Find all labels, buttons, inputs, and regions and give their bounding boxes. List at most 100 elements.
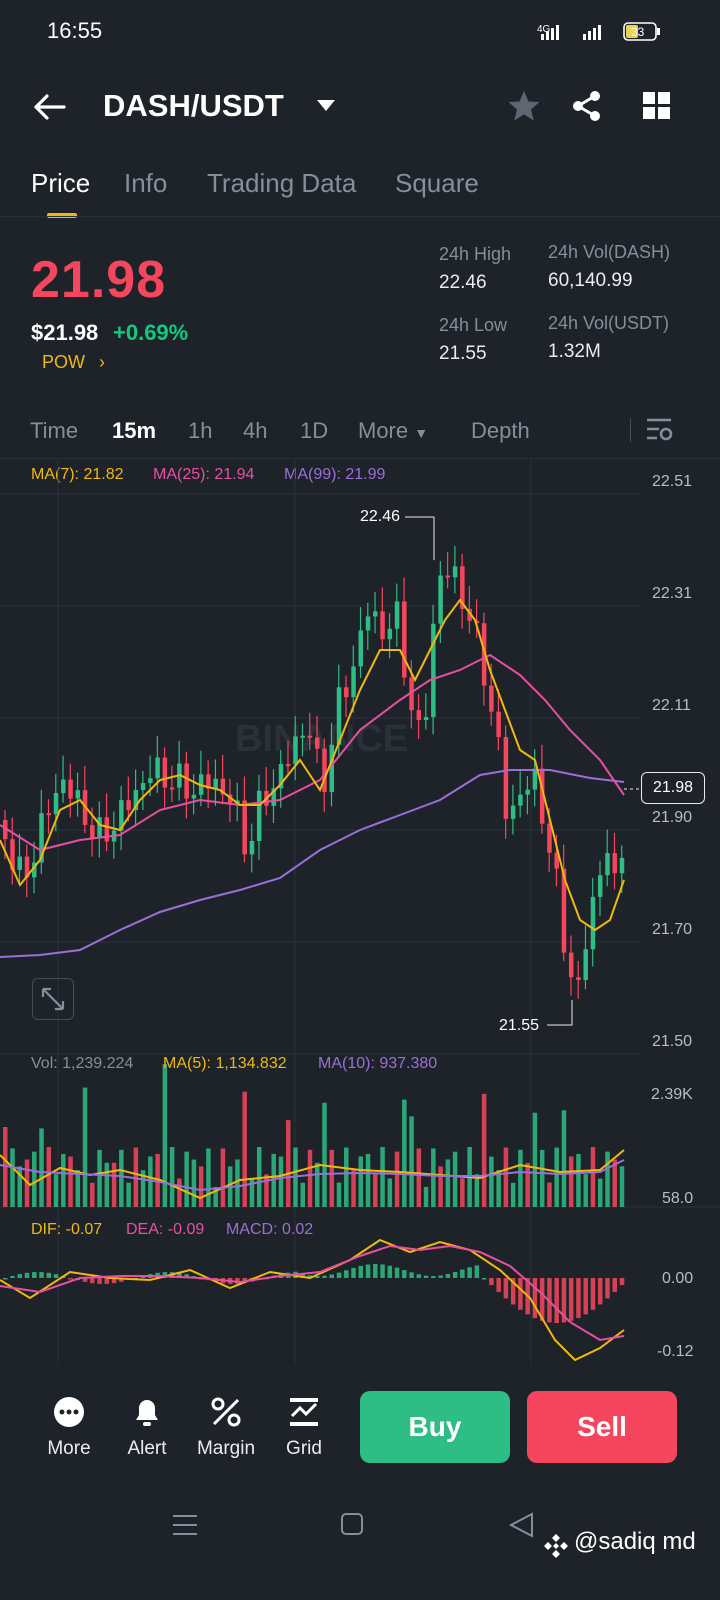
volume-bar (409, 1116, 414, 1207)
macd-histogram-bar (503, 1278, 509, 1299)
high-marker: 22.46 (360, 508, 401, 525)
candle (307, 735, 313, 738)
candle (155, 757, 160, 779)
candle (590, 896, 596, 950)
status-icons: 4G 33 (537, 22, 660, 41)
volume-bar (162, 1064, 168, 1207)
grid-button[interactable]: Grid (274, 1392, 334, 1459)
volume-bar (75, 1170, 81, 1207)
macd-histogram-bar (416, 1274, 422, 1278)
volume-bar (365, 1153, 371, 1207)
volume-bar (590, 1147, 596, 1207)
candle (39, 813, 44, 863)
volume-bar (3, 1127, 8, 1207)
volume-bar (532, 1112, 538, 1207)
candle (474, 620, 480, 624)
volume-bar (503, 1147, 509, 1207)
fullscreen-button[interactable] (32, 978, 74, 1020)
tab-price[interactable]: Price (31, 168, 91, 198)
volume-bar (373, 1174, 378, 1207)
volume-bar (489, 1156, 494, 1207)
recents-icon[interactable] (172, 1512, 198, 1538)
volume-bar (198, 1166, 204, 1207)
candle (97, 817, 102, 839)
candle (148, 778, 153, 784)
tf-more[interactable]: More ▼ (358, 418, 428, 444)
tab-trading-data[interactable]: Trading Data (207, 168, 357, 198)
candle (162, 757, 168, 788)
macd-histogram-bar (373, 1264, 378, 1278)
volume-bar (256, 1147, 262, 1207)
tag-pow[interactable]: POW › (42, 352, 105, 373)
volume-bar (220, 1148, 226, 1207)
candle (336, 687, 342, 745)
candle (300, 735, 305, 738)
pair-title[interactable]: DASH/USDT (103, 88, 284, 123)
home-icon[interactable] (340, 1512, 364, 1536)
dif-label: DIF: -0.07 (31, 1221, 103, 1238)
margin-button[interactable]: Margin (196, 1392, 256, 1459)
volume-bar (554, 1147, 559, 1207)
candle (61, 779, 66, 794)
volume-bar (568, 1156, 574, 1207)
volume-bar (481, 1093, 487, 1207)
buy-button[interactable]: Buy (360, 1391, 510, 1463)
star-icon[interactable] (507, 89, 541, 123)
tf-time[interactable]: Time (30, 418, 79, 443)
candle (583, 949, 588, 980)
tf-4h[interactable]: 4h (243, 418, 268, 443)
volume-bar (561, 1110, 567, 1207)
macd-label: MACD: 0.02 (226, 1221, 314, 1238)
more-button[interactable]: More (39, 1392, 99, 1459)
chart-settings-icon[interactable] (645, 417, 673, 443)
candle (249, 841, 255, 855)
tf-1h[interactable]: 1h (188, 418, 213, 443)
candlestick-chart[interactable]: BINANCE (0, 460, 720, 1365)
tab-info[interactable]: Info (124, 168, 168, 198)
volume-bar (17, 1166, 23, 1207)
chevron-down-icon[interactable] (316, 98, 336, 112)
volume-bar (329, 1149, 335, 1207)
active-tab-indicator (47, 213, 77, 218)
vol-base-value: 60,140.99 (548, 270, 633, 291)
more-label: More (47, 1438, 91, 1459)
percent-icon (211, 1397, 241, 1427)
macd-histogram-bar (554, 1278, 559, 1323)
macd-histogram-bar (583, 1278, 588, 1315)
sell-button[interactable]: Sell (527, 1391, 677, 1463)
tf-depth[interactable]: Depth (471, 418, 530, 443)
macd-histogram-bar (104, 1278, 110, 1284)
alert-button[interactable]: Alert (117, 1392, 177, 1459)
vol-axis-top: 2.39K (651, 1086, 693, 1103)
candle (402, 601, 407, 678)
candle (518, 794, 523, 806)
volume-bar (336, 1182, 342, 1207)
candle (68, 779, 73, 799)
candle (438, 575, 443, 624)
volume-bar (431, 1148, 436, 1207)
tf-15m[interactable]: 15m (112, 418, 157, 443)
grid-menu-icon[interactable] (643, 92, 671, 120)
vol-axis-bottom: 58.0 (662, 1190, 694, 1207)
grid-label: Grid (286, 1438, 322, 1459)
vol-ma10-label: MA(10): 937.380 (318, 1055, 438, 1072)
volume-bar (68, 1156, 73, 1207)
tf-1d[interactable]: 1D (300, 418, 329, 443)
divider (0, 458, 720, 459)
volume-bar (53, 1174, 59, 1207)
tab-square[interactable]: Square (395, 168, 479, 198)
macd-histogram-bar (394, 1267, 400, 1278)
share-icon[interactable] (571, 90, 603, 122)
back-icon[interactable] (508, 1512, 534, 1538)
watermark-text: BINANCE (235, 718, 408, 760)
candle (104, 817, 110, 842)
volume-bar (104, 1162, 110, 1207)
price-change-percent: +0.69% (113, 320, 189, 345)
low-marker: 21.55 (499, 1017, 540, 1034)
grid-bot-icon (290, 1398, 318, 1426)
back-arrow-icon[interactable] (32, 92, 66, 122)
volume-bar (177, 1178, 182, 1207)
macd-histogram-bar (619, 1278, 625, 1286)
volume-bar (351, 1170, 356, 1207)
candle (380, 611, 385, 640)
